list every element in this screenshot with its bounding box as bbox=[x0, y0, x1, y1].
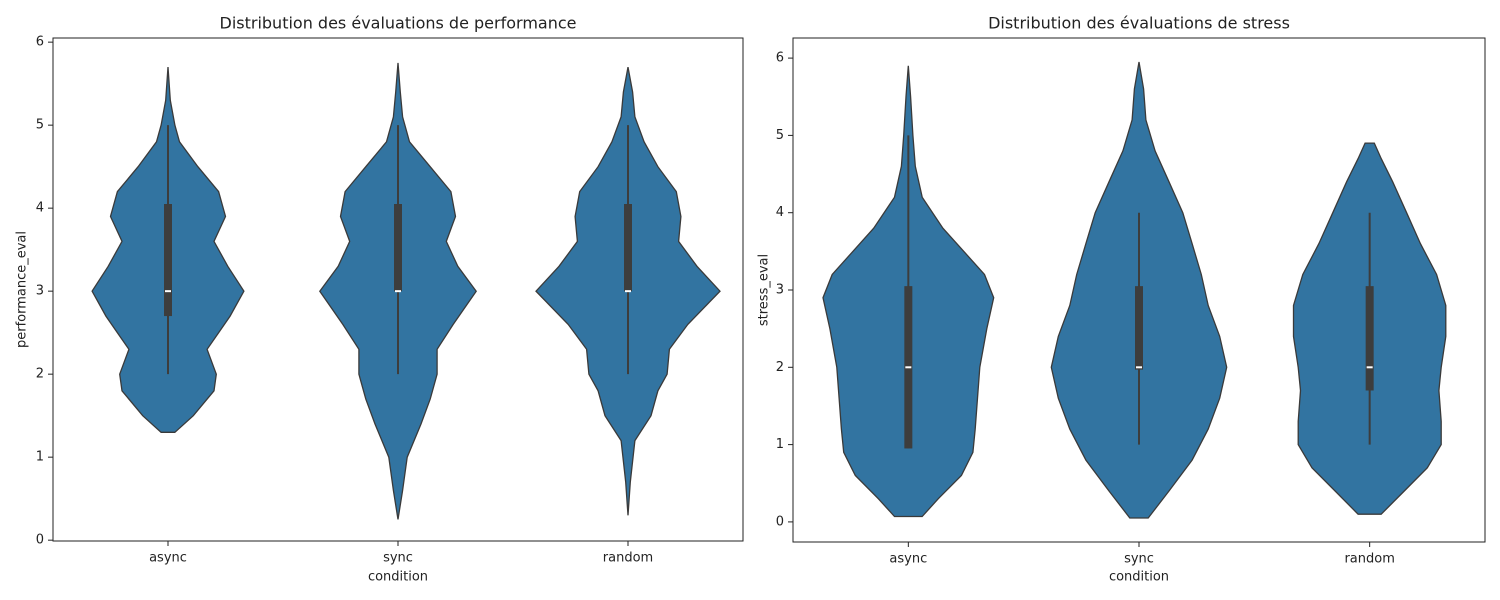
y-tick-label: 1 bbox=[776, 437, 784, 452]
x-tick-label: random bbox=[603, 551, 653, 566]
iqr-box bbox=[624, 204, 632, 292]
x-axis-label: condition bbox=[368, 570, 428, 585]
x-tick-label: async bbox=[889, 552, 927, 567]
iqr-box bbox=[1365, 286, 1374, 391]
y-tick-label: 6 bbox=[36, 35, 44, 50]
iqr-box bbox=[394, 204, 402, 292]
x-tick-label: random bbox=[1344, 552, 1394, 567]
y-tick-label: 4 bbox=[36, 201, 44, 216]
x-tick-label: sync bbox=[383, 551, 413, 566]
y-tick-label: 2 bbox=[776, 360, 784, 375]
x-tick-label: sync bbox=[1124, 552, 1154, 567]
y-tick-label: 0 bbox=[776, 514, 784, 529]
chart-title: Distribution des évaluations de performa… bbox=[220, 14, 577, 33]
y-tick-label: 5 bbox=[36, 118, 44, 133]
y-tick-label: 4 bbox=[776, 205, 784, 220]
iqr-box bbox=[164, 204, 172, 317]
y-tick-label: 3 bbox=[776, 283, 784, 298]
x-tick-label: async bbox=[149, 551, 187, 566]
x-axis-label: condition bbox=[1109, 570, 1169, 585]
y-tick-label: 2 bbox=[36, 367, 44, 382]
chart-title: Distribution des évaluations de stress bbox=[988, 14, 1290, 33]
iqr-box bbox=[1135, 286, 1143, 370]
y-tick-label: 1 bbox=[36, 450, 44, 465]
y-tick-label: 0 bbox=[36, 533, 44, 548]
y-tick-label: 6 bbox=[776, 51, 784, 66]
y-tick-label: 3 bbox=[36, 284, 44, 299]
y-tick-label: 5 bbox=[776, 128, 784, 143]
y-axis-label: performance_eval bbox=[15, 231, 30, 348]
y-axis-label: stress_eval bbox=[757, 254, 772, 326]
